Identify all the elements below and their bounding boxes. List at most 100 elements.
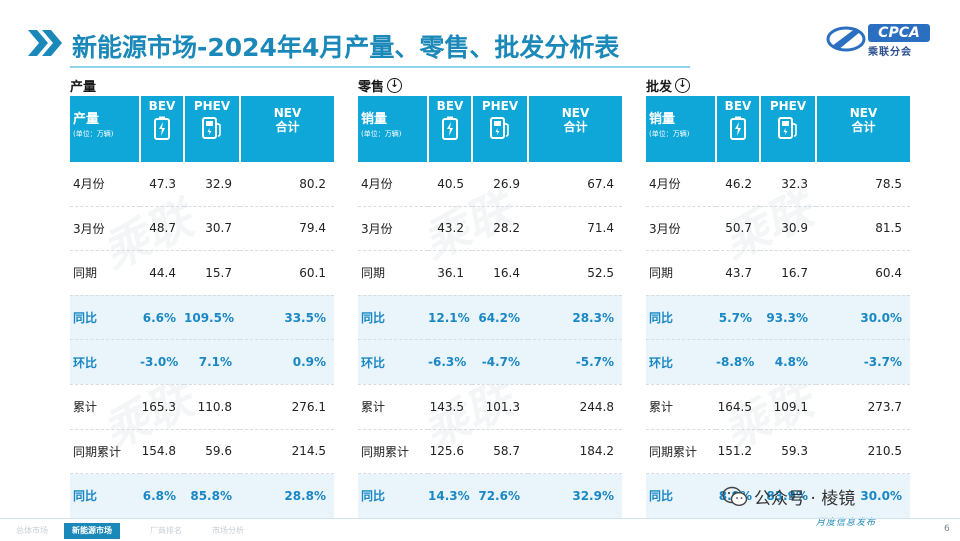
row-label: 4月份 [358,162,428,207]
cell-phev: 4.8% [760,339,816,385]
cell-bev: 50.7 [716,206,760,252]
header-cell-nev: NEV 合计 [240,96,334,162]
table-row: 环比 -3.0% 7.1% 0.9% [70,339,334,385]
cell-phev: 15.7 [184,250,240,296]
data-table: 产量 (单位：万辆) BEV PHEV NEV 合计 4月份 47.3 32.9 80.2 3月份 4… [70,96,334,519]
table-row: 4月份 47.3 32.9 80.2 [70,162,334,207]
cell-nev: 78.5 [816,162,910,207]
row-label: 同期 [70,250,140,296]
row-label: 同期累计 [70,429,140,475]
title-underline [70,66,690,68]
cell-phev: 64.2% [472,295,528,341]
table-row: 累计 143.5 101.3 244.8 [358,384,622,430]
cell-phev: 109.1 [760,384,816,430]
cell-bev: 6.6% [140,295,184,341]
cell-nev: 32.9% [528,473,622,519]
double-chevron-icon [28,30,62,56]
cell-bev: 48.7 [140,206,184,252]
cell-phev: 16.7 [760,250,816,296]
cell-nev: 71.4 [528,206,622,252]
footer-tab[interactable]: 厂商排名 [150,526,182,535]
row-label: 4月份 [70,162,140,207]
footer-tab[interactable]: 新能源市场 [64,523,120,539]
panel-production: 产量 产量 (单位：万辆) BEV PHEV NEV 合计 4月份 47.3 32.9 80.2 3月… [70,74,334,519]
table-row: 同比 14.3% 72.6% 32.9% [358,473,622,519]
row-label: 3月份 [70,206,140,252]
cell-nev: -5.7% [528,339,622,385]
header-cell-phev: PHEV [472,96,529,162]
cell-bev: 5.7% [716,295,760,341]
row-label: 同比 [358,295,428,341]
panel-retail: 零售 ↓ 销量 (单位：万辆) BEV PHEV NEV 合计 4月份 40.5 26.9 67.4 3… [358,74,622,519]
cell-nev: 81.5 [816,206,910,252]
cell-nev: 273.7 [816,384,910,430]
table-row: 环比 -6.3% -4.7% -5.7% [358,339,622,385]
table-row: 同期 36.1 16.4 52.5 [358,250,622,296]
table-row: 同期累计 151.2 59.3 210.5 [646,429,910,475]
row-label: 环比 [358,339,428,385]
table-header-row: 产量 (单位：万辆) BEV PHEV NEV 合计 [70,96,334,162]
header-cell-phev: PHEV [184,96,241,162]
row-label: 同期 [646,250,716,296]
page-number: 6 [944,524,950,534]
table-header-row: 销量 (单位：万辆) BEV PHEV NEV 合计 [358,96,622,162]
row-label: 累计 [646,384,716,430]
header-cell-metric: 销量 (单位：万辆) [358,96,429,162]
cell-nev: 33.5% [240,295,334,341]
battery-icon [154,116,170,140]
fuel-charger-icon [490,117,509,139]
cell-phev: 16.4 [472,250,528,296]
row-label: 环比 [70,339,140,385]
cell-phev: 109.5% [184,295,240,341]
cell-bev: -3.0% [140,339,184,385]
cell-nev: 67.4 [528,162,622,207]
cell-bev: 164.5 [716,384,760,430]
cell-phev: 101.3 [472,384,528,430]
cell-nev: 80.2 [240,162,334,207]
table-header-row: 销量 (单位：万辆) BEV PHEV NEV 合计 [646,96,910,162]
cell-bev: 165.3 [140,384,184,430]
row-label: 3月份 [358,206,428,252]
header-cell-nev: NEV 合计 [816,96,910,162]
row-label: 3月份 [646,206,716,252]
cell-phev: 28.2 [472,206,528,252]
row-label: 累计 [70,384,140,430]
cell-nev: -3.7% [816,339,910,385]
table-row: 同期 44.4 15.7 60.1 [70,250,334,296]
cell-bev: 46.2 [716,162,760,207]
cell-phev: 110.8 [184,384,240,430]
table-row: 同比 5.7% 93.3% 30.0% [646,295,910,341]
table-row: 累计 164.5 109.1 273.7 [646,384,910,430]
cell-bev: 40.5 [428,162,472,207]
cell-nev: 276.1 [240,384,334,430]
section-heading-label: 产量 [70,79,97,95]
cell-phev: 85.8% [184,473,240,519]
table-row: 环比 -8.8% 4.8% -3.7% [646,339,910,385]
cell-phev: 59.6 [184,429,240,475]
row-label: 环比 [646,339,716,385]
row-label: 同期累计 [358,429,428,475]
monthly-release-label: 月度信息发布 [816,518,877,528]
footer-tab[interactable]: 总体市场 [16,526,48,535]
header-cell-metric: 产量 (单位：万辆) [70,96,141,162]
cell-phev: 58.7 [472,429,528,475]
cpca-logo-mark-icon [826,26,866,52]
cell-phev: 93.3% [760,295,816,341]
cell-bev: 43.7 [716,250,760,296]
row-label: 同比 [646,473,716,519]
cell-bev: 43.2 [428,206,472,252]
battery-icon [442,116,458,140]
cell-bev: -6.3% [428,339,472,385]
footer-tab[interactable]: 市场分析 [212,526,244,535]
data-table: 销量 (单位：万辆) BEV PHEV NEV 合计 4月份 40.5 26.9 67.4 3月份 4… [358,96,622,519]
header-cell-metric: 销量 (单位：万辆) [646,96,717,162]
section-heading: 产量 [70,74,334,96]
cell-nev: 60.4 [816,250,910,296]
cell-phev: 72.6% [472,473,528,519]
table-row: 4月份 40.5 26.9 67.4 [358,162,622,207]
fuel-charger-icon [778,117,797,139]
header-cell-bev: BEV [716,96,761,162]
cell-bev: 36.1 [428,250,472,296]
table-row: 3月份 48.7 30.7 79.4 [70,206,334,252]
table-row: 3月份 43.2 28.2 71.4 [358,206,622,252]
